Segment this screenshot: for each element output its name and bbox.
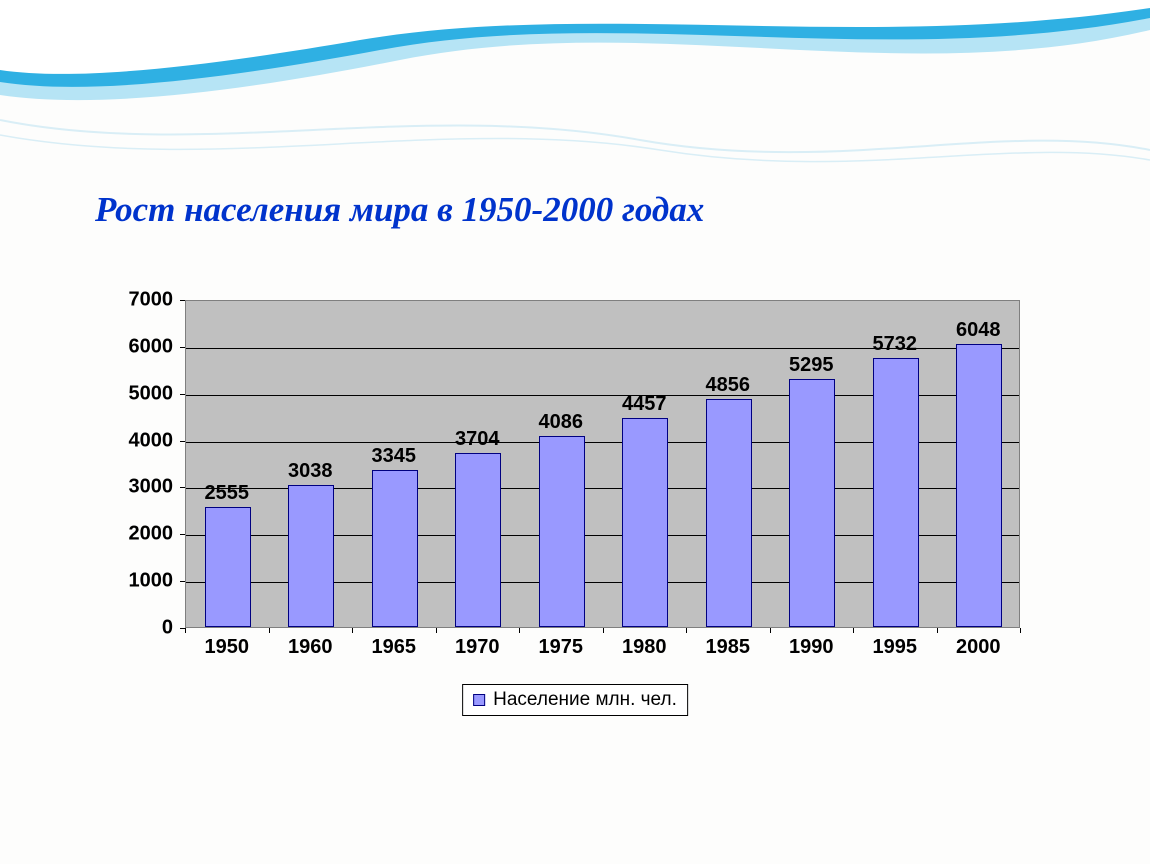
bar: [455, 453, 501, 627]
y-axis-label: 5000: [113, 382, 173, 405]
y-axis-label: 6000: [113, 335, 173, 358]
x-axis-label: 1980: [622, 636, 667, 659]
y-axis-label: 1000: [113, 570, 173, 593]
bar-value-label: 5732: [873, 333, 918, 356]
bar-value-label: 4457: [622, 393, 667, 416]
bar-chart: 0100020003000400050006000700025551950303…: [110, 300, 1040, 730]
y-axis-label: 0: [113, 617, 173, 640]
legend-swatch: [473, 694, 485, 706]
x-tick-mark: [853, 628, 854, 633]
bar-value-label: 3345: [372, 445, 417, 468]
x-axis-label: 1975: [539, 636, 584, 659]
y-axis-label: 4000: [113, 429, 173, 452]
x-axis-label: 1965: [372, 636, 417, 659]
y-axis-label: 2000: [113, 523, 173, 546]
bar: [873, 358, 919, 627]
bar: [372, 470, 418, 627]
x-tick-mark: [519, 628, 520, 633]
bar: [539, 436, 585, 627]
y-tick-mark: [180, 347, 185, 348]
x-tick-mark: [436, 628, 437, 633]
x-tick-mark: [1020, 628, 1021, 633]
x-tick-mark: [352, 628, 353, 633]
y-tick-mark: [180, 394, 185, 395]
bar: [288, 485, 334, 627]
page-title: Рост населения мира в 1950-2000 годах: [95, 190, 704, 230]
bar-value-label: 4856: [706, 374, 751, 397]
bar-value-label: 6048: [956, 319, 1001, 342]
bar-value-label: 3038: [288, 460, 333, 483]
legend-label: Население млн. чел.: [493, 689, 677, 711]
bar-value-label: 4086: [539, 411, 584, 434]
y-tick-mark: [180, 487, 185, 488]
y-axis-label: 7000: [113, 289, 173, 312]
x-axis-label: 1960: [288, 636, 333, 659]
bar: [622, 418, 668, 627]
bar: [205, 507, 251, 627]
decorative-wave: [0, 0, 1150, 200]
x-axis-label: 1970: [455, 636, 500, 659]
bar-value-label: 5295: [789, 354, 834, 377]
bar: [706, 399, 752, 627]
y-axis-label: 3000: [113, 476, 173, 499]
bar-value-label: 3704: [455, 428, 500, 451]
bar: [956, 344, 1002, 627]
x-axis-label: 2000: [956, 636, 1001, 659]
x-axis-label: 1950: [205, 636, 250, 659]
x-tick-mark: [686, 628, 687, 633]
y-tick-mark: [180, 441, 185, 442]
x-axis-label: 1985: [706, 636, 751, 659]
y-tick-mark: [180, 534, 185, 535]
x-axis-label: 1995: [873, 636, 918, 659]
y-tick-mark: [180, 300, 185, 301]
x-tick-mark: [603, 628, 604, 633]
x-tick-mark: [269, 628, 270, 633]
x-axis-label: 1990: [789, 636, 834, 659]
legend: Население млн. чел.: [462, 684, 688, 716]
x-tick-mark: [937, 628, 938, 633]
bar: [789, 379, 835, 627]
x-tick-mark: [770, 628, 771, 633]
y-tick-mark: [180, 581, 185, 582]
bar-value-label: 2555: [205, 482, 250, 505]
x-tick-mark: [185, 628, 186, 633]
